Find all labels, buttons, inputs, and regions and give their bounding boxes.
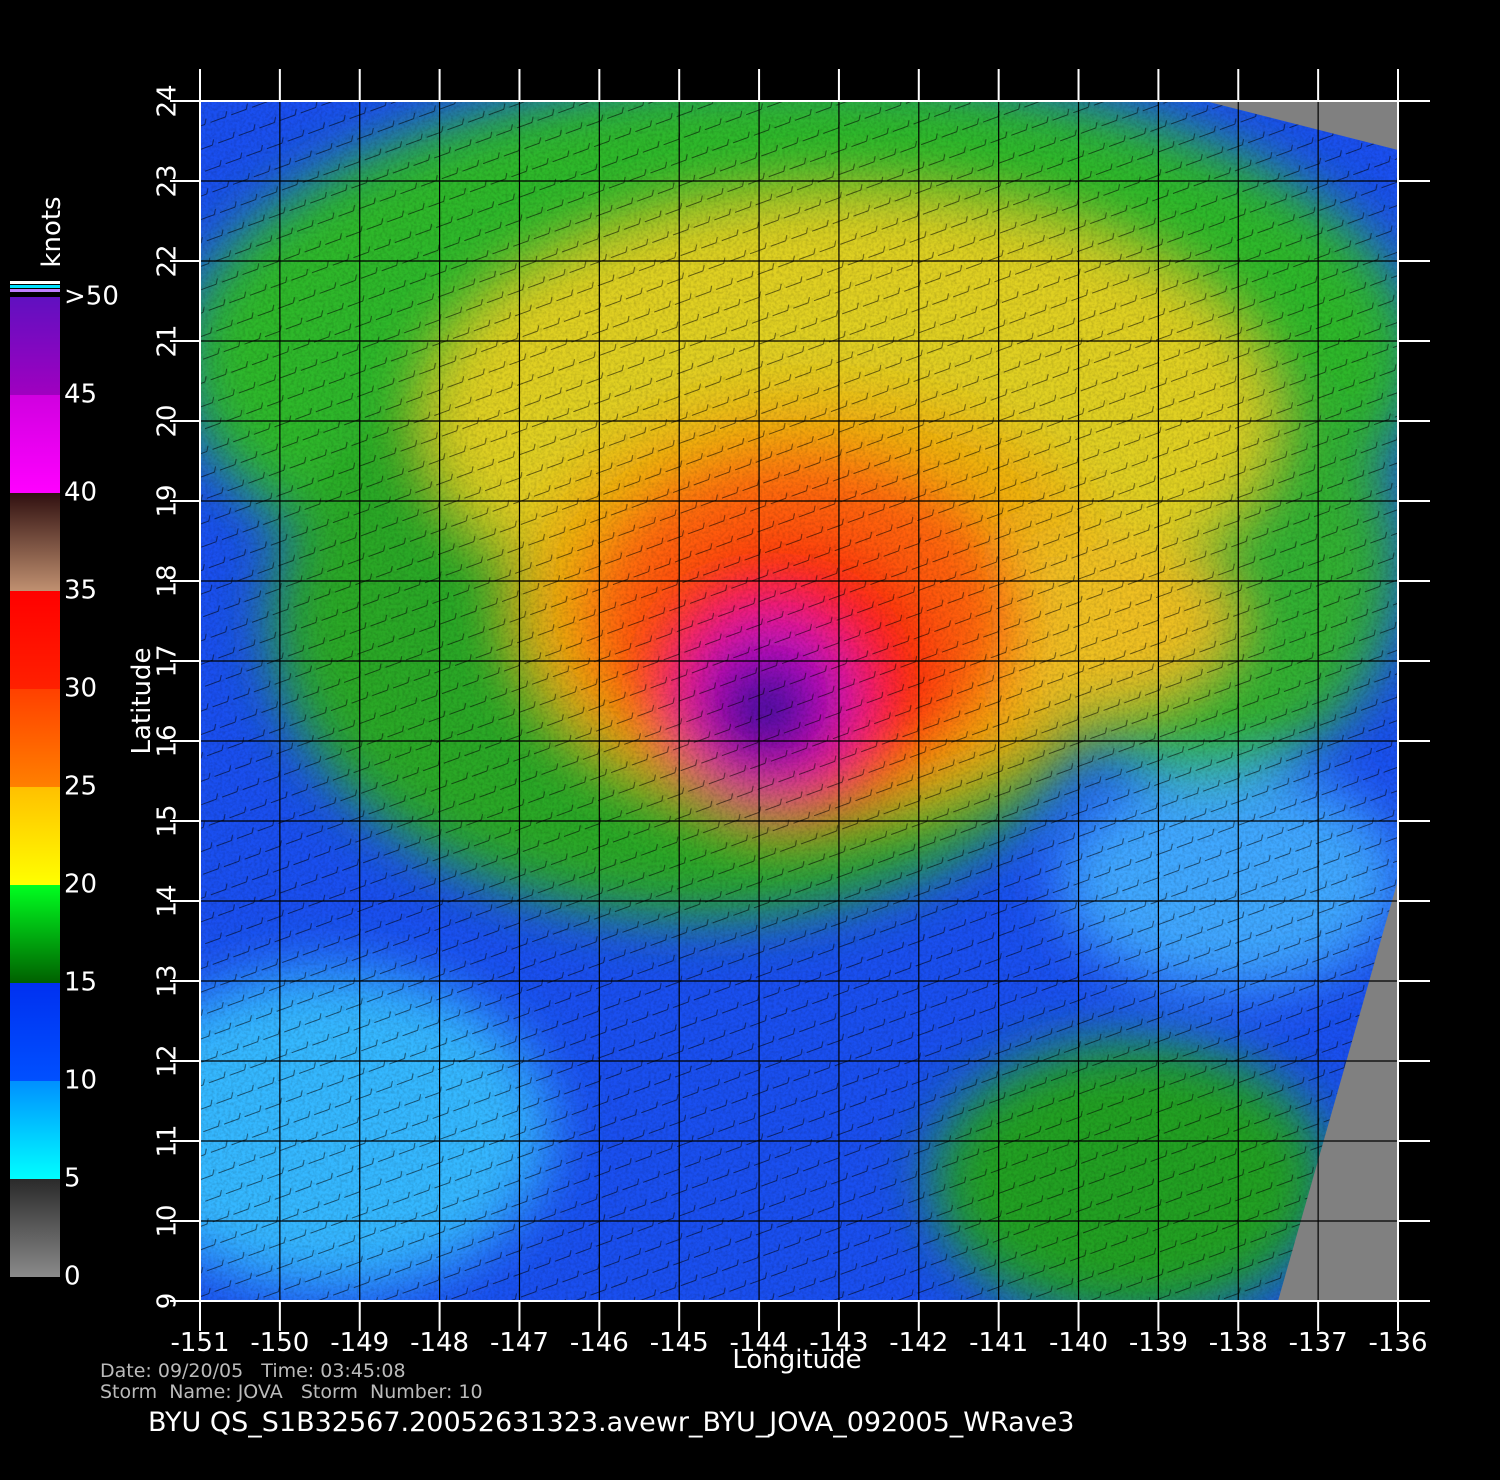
y-tick-label: 14 (153, 884, 183, 917)
colorbar-segment (10, 983, 60, 1081)
y-tick-label: 23 (153, 164, 183, 197)
colorbar-segment (10, 689, 60, 787)
x-tick-label: -139 (1129, 1328, 1188, 1358)
colorbar-tick-label: 30 (64, 674, 97, 704)
colorbar-tick-label: 20 (64, 870, 97, 900)
y-tick-label: 19 (153, 484, 183, 517)
x-axis-label: Longitude (732, 1345, 861, 1375)
colorbar-title: knots (37, 196, 67, 267)
x-tick-label: -147 (490, 1328, 549, 1358)
colorbar-tick-label: 35 (64, 576, 97, 606)
axes: -151 -150 -149 -148 -147 -146 -145 -144 -143 -142… (153, 69, 1430, 1358)
colorbar-segment (10, 787, 60, 885)
colorbar-cap (10, 285, 60, 288)
x-tick-label: -148 (410, 1328, 469, 1358)
x-tick-label: -136 (1368, 1328, 1427, 1358)
colorbar-tick-label: >50 (64, 282, 119, 312)
colorbar-segment (10, 395, 60, 493)
x-tick-label: -145 (650, 1328, 709, 1358)
y-tick-label: 11 (153, 1124, 183, 1157)
y-tick-label: 10 (153, 1204, 183, 1237)
colorbar-segment (10, 885, 60, 983)
y-tick-label: 21 (153, 324, 183, 357)
colorbar-tick-label: 40 (64, 478, 97, 508)
y-axis-label: Latitude (127, 647, 157, 754)
colorbar-segment (10, 297, 60, 395)
colorbar-segment (10, 493, 60, 591)
x-tick-label: -150 (250, 1328, 309, 1358)
y-tick-label: 22 (153, 244, 183, 277)
x-tick-label: -142 (889, 1328, 948, 1358)
colorbar-segment (10, 1179, 60, 1277)
x-tick-label: -144 (730, 1328, 789, 1358)
y-tick-label: 18 (153, 564, 183, 597)
colorbar-segment (10, 1081, 60, 1179)
colorbar-tick-label: 45 (64, 380, 97, 410)
y-tick-label: 24 (153, 84, 183, 117)
colorbar: 0 5 10 15 20 25 30 35 40 45 >50 (10, 281, 119, 1292)
x-tick-label: -146 (570, 1328, 629, 1358)
x-tick-label: -151 (170, 1328, 229, 1358)
colorbar-tick-label: 15 (64, 968, 97, 998)
x-tick-label: -138 (1209, 1328, 1268, 1358)
footer-date: Date: 09/20/05 Time: 03:45:08 (100, 1360, 406, 1382)
footer-filename: BYU QS_S1B32567.20052631323.avewr_BYU_JO… (148, 1407, 1074, 1438)
colorbar-tick-label: 0 (64, 1262, 81, 1292)
x-tick-label: -143 (809, 1328, 868, 1358)
wind-field (200, 101, 1398, 1301)
y-tick-label: 12 (153, 1044, 183, 1077)
colorbar-segment (10, 591, 60, 689)
x-tick-label: -149 (330, 1328, 389, 1358)
y-tick-label: 9 (153, 1293, 183, 1310)
y-tick-label: 20 (153, 404, 183, 437)
colorbar-tick-label: 5 (64, 1164, 81, 1194)
colorbar-tick-label: 25 (64, 772, 97, 802)
colorbar-cap (10, 289, 60, 292)
y-tick-label: 17 (153, 644, 183, 677)
x-tick-label: -141 (969, 1328, 1028, 1358)
colorbar-cap (10, 281, 60, 284)
map-frame (199, 100, 1399, 1302)
y-tick-label: 15 (153, 804, 183, 837)
footer-storm: Storm Name: JOVA Storm Number: 10 (100, 1381, 483, 1403)
y-tick-label: 16 (153, 724, 183, 757)
x-tick-label: -137 (1289, 1328, 1348, 1358)
y-tick-label: 13 (153, 964, 183, 997)
colorbar-tick-label: 10 (64, 1066, 97, 1096)
x-tick-label: -140 (1049, 1328, 1108, 1358)
